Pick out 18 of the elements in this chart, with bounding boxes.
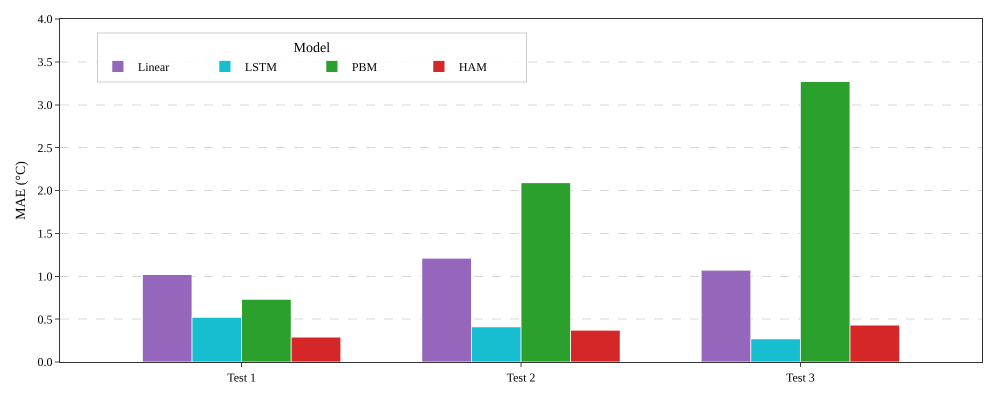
legend-label: PBM: [352, 60, 378, 74]
legend-title: Model: [294, 40, 330, 56]
legend-label: Linear: [138, 60, 170, 74]
y-axis-title: MAE (°C): [14, 160, 30, 220]
y-tick-label: 1.0: [38, 269, 52, 284]
y-tick-label: 0.5: [38, 312, 52, 326]
x-tick-label: Test 3: [786, 370, 815, 384]
x-tick-label: Test 1: [227, 370, 256, 384]
y-tick-label: 2.0: [38, 184, 52, 198]
y-tick-label: 3.0: [38, 98, 52, 112]
y-tick-label: 3.5: [38, 55, 52, 70]
y-tick-label: 1.5: [38, 226, 52, 241]
y-tick-label: 4.0: [38, 12, 52, 26]
x-tick-label: Test 2: [506, 370, 536, 384]
y-tick-label: 0.0: [38, 355, 52, 370]
legend-label: HAM: [458, 60, 488, 74]
y-tick-label: 2.5: [38, 140, 52, 155]
legend-label: LSTM: [244, 60, 278, 74]
